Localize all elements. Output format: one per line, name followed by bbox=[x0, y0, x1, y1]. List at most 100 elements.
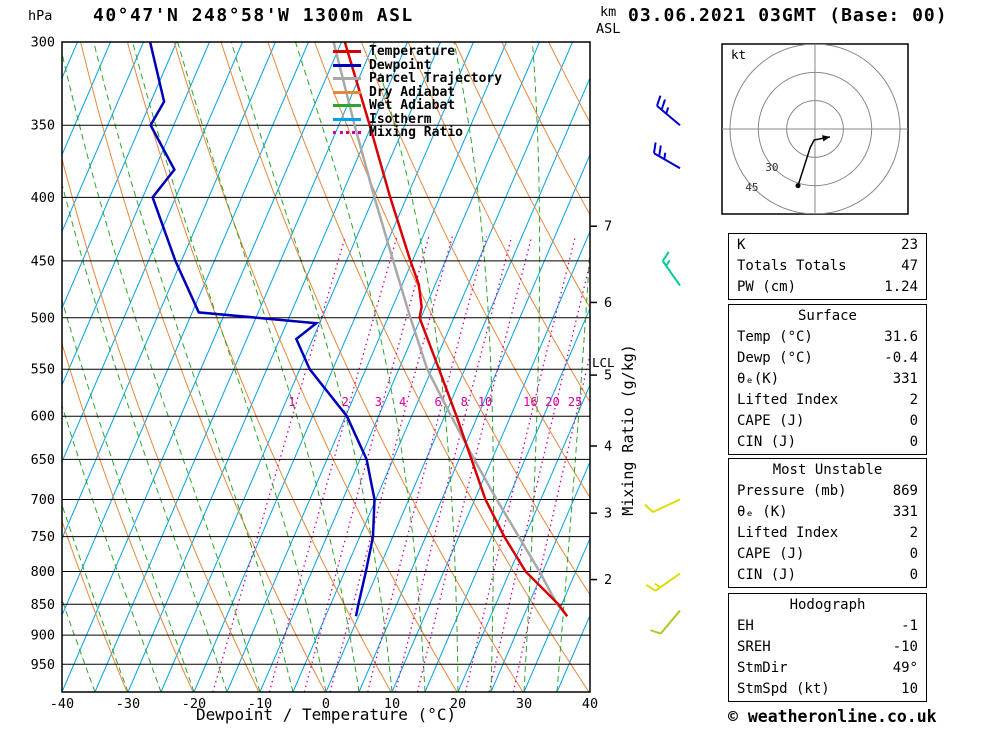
parcel-curve bbox=[332, 42, 569, 618]
profiles bbox=[148, 42, 569, 618]
legend-label: Isotherm bbox=[369, 111, 432, 127]
stat-label: Temp (°C) bbox=[737, 329, 813, 345]
stat-value: 0 bbox=[909, 434, 918, 450]
wind-barb bbox=[661, 251, 681, 287]
svg-text:7: 7 bbox=[604, 219, 612, 235]
svg-text:850: 850 bbox=[31, 597, 55, 613]
legend-label: Wet Adiabat bbox=[369, 98, 456, 114]
stat-row: PW (cm) 1.24 bbox=[729, 277, 926, 298]
svg-text:16: 16 bbox=[523, 395, 537, 409]
stat-label: CIN (J) bbox=[737, 434, 797, 450]
svg-text:4: 4 bbox=[399, 395, 406, 409]
svg-text:2: 2 bbox=[342, 395, 349, 409]
legend-swatch bbox=[333, 117, 361, 121]
stat-value: 31.6 bbox=[884, 329, 918, 345]
svg-text:0: 0 bbox=[322, 696, 330, 712]
wet-adiabats bbox=[62, 42, 590, 692]
copyright: © weatheronline.co.uk bbox=[728, 707, 937, 726]
height-axis-unit-km: km bbox=[600, 4, 617, 20]
stat-row: Lifted Index 2 bbox=[729, 390, 926, 411]
svg-text:40: 40 bbox=[582, 696, 598, 712]
stat-row: θₑ(K) 331 bbox=[729, 369, 926, 390]
stat-label: StmDir bbox=[737, 660, 788, 676]
stat-row: CIN (J) 0 bbox=[729, 565, 926, 586]
panel-header: Most Unstable bbox=[772, 462, 883, 478]
stat-label: K bbox=[737, 237, 746, 253]
legend-item: Parcel Trajectory bbox=[333, 72, 502, 86]
legend-swatch bbox=[333, 63, 361, 67]
stat-row: CIN (J) 0 bbox=[729, 432, 926, 453]
stat-label: EH bbox=[737, 618, 754, 634]
hodograph: kt 30 45 bbox=[721, 43, 909, 215]
svg-text:400: 400 bbox=[31, 190, 55, 206]
hodograph-stats-panel: Hodograph EH -1 SREH -10 StmDir 49° StmSpd (kt)… bbox=[728, 593, 927, 702]
dewpoint-curve bbox=[148, 42, 376, 617]
svg-text:700: 700 bbox=[31, 492, 55, 508]
legend-label: Temperature bbox=[369, 44, 456, 60]
wind-barb bbox=[653, 142, 681, 170]
stat-row: StmDir 49° bbox=[729, 658, 926, 679]
svg-text:8: 8 bbox=[461, 395, 468, 409]
legend-item: Mixing Ratio bbox=[333, 126, 502, 140]
stat-row: SREH -10 bbox=[729, 637, 926, 658]
hodograph-ring-label: 30 bbox=[765, 161, 778, 174]
hodograph-trace bbox=[797, 136, 831, 186]
x-axis-title: Dewpoint / Temperature (°C) bbox=[196, 705, 457, 724]
legend-label: Dewpoint bbox=[369, 57, 432, 73]
legend-item: Dry Adiabat bbox=[333, 86, 502, 100]
stat-value: 49° bbox=[892, 660, 918, 676]
pressure-axis-unit: hPa bbox=[28, 8, 53, 24]
legend-swatch bbox=[333, 104, 361, 108]
stat-label: Totals Totals bbox=[737, 258, 847, 274]
stat-label: Lifted Index bbox=[737, 525, 839, 541]
indices-panel: K 23 Totals Totals 47 PW (cm) 1.24 bbox=[728, 233, 927, 300]
legend-item: Isotherm bbox=[333, 113, 502, 127]
svg-text:10: 10 bbox=[384, 696, 400, 712]
temperature-curve bbox=[343, 42, 569, 617]
legend-swatch bbox=[333, 131, 361, 135]
stat-row: Totals Totals 47 bbox=[729, 256, 926, 277]
svg-text:25: 25 bbox=[568, 395, 582, 409]
svg-text:30: 30 bbox=[516, 696, 532, 712]
svg-text:950: 950 bbox=[31, 657, 55, 673]
stat-value: 2 bbox=[909, 392, 918, 408]
km-axis: 7 6 5 4 3 2 bbox=[590, 219, 612, 588]
wind-barb bbox=[645, 572, 681, 592]
svg-text:3: 3 bbox=[375, 395, 382, 409]
stat-row: K 23 bbox=[729, 235, 926, 256]
svg-text:5: 5 bbox=[604, 368, 612, 384]
temp-tick-labels: -40 -30 -20 -10 0 10 20 30 40 bbox=[50, 696, 598, 712]
mixing-ratio-labels: 1 2 3 4 6 8 10 16 20 25 bbox=[288, 395, 582, 409]
legend-swatch bbox=[333, 50, 361, 54]
wind-barb bbox=[650, 609, 681, 635]
svg-text:1: 1 bbox=[288, 395, 295, 409]
hodograph-unit-label: kt bbox=[731, 47, 746, 62]
stat-value: 869 bbox=[892, 483, 918, 499]
stat-value: 0 bbox=[909, 546, 918, 562]
panel-header: Hodograph bbox=[789, 597, 866, 613]
svg-text:600: 600 bbox=[31, 409, 55, 425]
stat-value: 47 bbox=[901, 258, 918, 274]
stat-label: SREH bbox=[737, 639, 771, 655]
stat-value: 0 bbox=[909, 567, 918, 583]
station-title: 40°47'N 248°58'W 1300m ASL bbox=[93, 5, 414, 26]
stat-value: 23 bbox=[901, 237, 918, 253]
chart-legend: Temperature Dewpoint Parcel Trajectory Dry … bbox=[333, 45, 502, 140]
svg-text:550: 550 bbox=[31, 362, 55, 378]
stat-row: Temp (°C) 31.6 bbox=[729, 327, 926, 348]
legend-item: Temperature bbox=[333, 45, 502, 59]
svg-text:20: 20 bbox=[450, 696, 466, 712]
stat-row: EH -1 bbox=[729, 616, 926, 637]
hodograph-arrowhead bbox=[822, 135, 830, 142]
stat-label: StmSpd (kt) bbox=[737, 681, 830, 697]
mixing-ratio-axis-title: Mixing Ratio (g/kg) bbox=[619, 344, 637, 516]
svg-text:6: 6 bbox=[435, 395, 442, 409]
svg-text:800: 800 bbox=[31, 564, 55, 580]
mixing-ratio-lines bbox=[212, 236, 590, 692]
svg-text:350: 350 bbox=[31, 118, 55, 134]
stat-label: CAPE (J) bbox=[737, 546, 805, 562]
legend-item: Dewpoint bbox=[333, 59, 502, 73]
stat-label: Pressure (mb) bbox=[737, 483, 847, 499]
stat-label: Dewp (°C) bbox=[737, 350, 813, 366]
svg-text:-10: -10 bbox=[248, 696, 272, 712]
